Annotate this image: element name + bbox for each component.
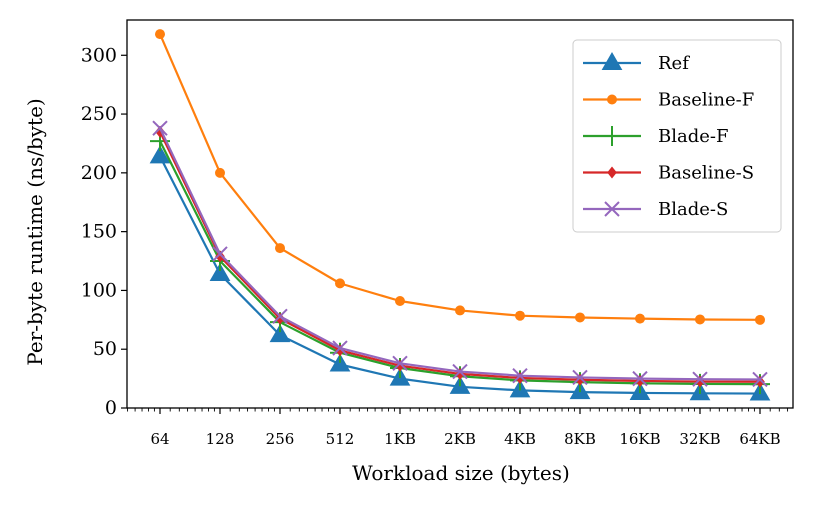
legend-marker-blade-s [604,201,620,217]
x-tick-label: 64KB [739,430,780,448]
data-point-baseline-f [755,314,765,325]
x-tick-label: 1KB [384,430,416,448]
data-point-baseline-f [455,305,465,316]
legend: Ref Baseline-F Blade-F Baseline-S Blade-S [572,39,782,233]
x-tick-label: 512 [326,430,355,448]
data-point-baseline-s [515,372,525,385]
data-point-ref [149,145,171,164]
y-axis-label: Per-byte runtime (ns/byte) [23,98,47,365]
data-point-baseline-s [635,374,645,387]
legend-label-baseline-s: Baseline-S [658,163,754,184]
data-point-baseline-s [575,373,585,386]
data-point-blade-s [392,355,408,372]
series-layer [149,29,771,401]
data-point-ref [329,353,351,372]
legend-item-blade-f: Blade-F [583,126,728,147]
x-tick-label: 64 [150,430,169,448]
legend-marker-baseline-f [607,94,617,105]
data-point-baseline-f [575,312,585,323]
legend-label-baseline-f: Baseline-F [658,90,754,111]
legend-label-blade-s: Blade-S [658,199,728,220]
data-point-blade-s [212,246,228,262]
data-point-blade-s [632,370,648,387]
y-tick-label: 150 [81,221,117,243]
legend-item-baseline-f: Baseline-F [583,90,754,111]
legend-item-baseline-s: Baseline-S [583,163,754,184]
series-baseline-f [155,29,765,325]
x-axis-label: Workload size (bytes) [352,461,570,485]
data-point-baseline-f [695,314,705,325]
x-tick-label: 128 [206,430,235,448]
legend-marker-ref [601,51,623,70]
series-baseline-s [155,125,765,388]
axes: 0 50 100 150 200 250 300 64 128 256 512 1KB 2KB 4KB 8K… [81,19,794,448]
series-blade-s [152,120,768,388]
data-point-baseline-f [635,313,645,324]
data-point-blade-s [452,363,468,380]
data-point-baseline-f [335,278,345,289]
data-point-ref [269,324,291,343]
data-point-blade-s [272,308,288,324]
data-point-baseline-f [215,167,225,178]
y-tick-label: 100 [81,279,117,301]
data-point-baseline-s [275,312,285,325]
x-tick-label: 2KB [444,430,476,448]
data-point-blade-s [692,371,708,387]
legend-label-blade-f: Blade-F [658,126,728,147]
data-point-baseline-f [395,296,405,307]
data-point-blade-s [572,369,588,386]
x-tick-label: 256 [266,430,295,448]
x-tick-label: 8KB [564,430,596,448]
y-tick-label: 300 [81,44,117,66]
legend-box [572,39,782,233]
data-point-blade-s [512,367,528,384]
y-tick-label: 0 [105,397,117,419]
y-tick-label: 50 [93,338,117,360]
data-point-baseline-s [755,375,765,388]
data-point-baseline-f [275,243,285,254]
legend-marker-blade-f [602,126,622,146]
data-point-blade-s [332,340,348,356]
y-tick-label: 200 [81,162,117,184]
data-point-ref [209,262,231,281]
x-tick-label: 32KB [679,430,720,448]
x-tick-label: 16KB [619,430,660,448]
data-point-baseline-f [515,310,525,321]
data-point-baseline-f [155,29,165,40]
legend-label-ref: Ref [658,53,690,74]
data-point-blade-s [752,371,768,388]
legend-item-blade-s: Blade-S [583,199,728,220]
x-tick-label: 4KB [504,430,536,448]
legend-item-ref: Ref [583,51,690,74]
data-point-baseline-s [215,250,225,263]
legend-marker-baseline-s [607,166,617,179]
y-tick-label: 250 [81,103,117,125]
data-point-blade-s [152,120,168,136]
data-point-baseline-s [695,375,705,388]
